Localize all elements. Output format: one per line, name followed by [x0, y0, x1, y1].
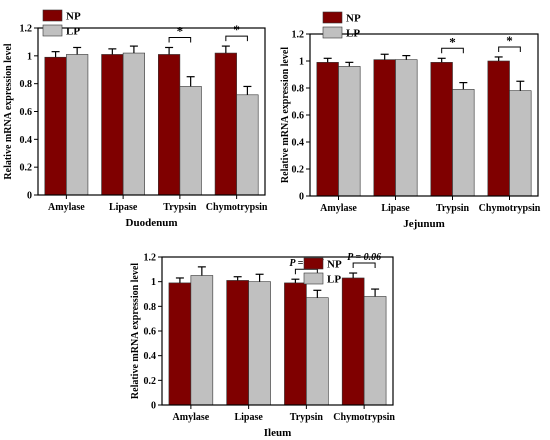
significance-bracket — [225, 35, 248, 42]
bar-np-chymotrypsin — [341, 277, 365, 406]
chart-panel-duodenum: 0 0.2 0.4 0.6 0.8 1 1.2 Amylase Lipase Trypsin Chy… — [3, 9, 268, 229]
legend-swatch-np — [42, 9, 63, 22]
y-tick-label: 0.6 — [20, 107, 33, 118]
legend-label-np: NP — [66, 11, 81, 23]
bar-lp-amylase — [190, 275, 214, 406]
y-tick-label: 0.8 — [144, 302, 157, 313]
legend-label-lp: LP — [327, 274, 341, 286]
legend-label-np: NP — [346, 13, 361, 25]
legend-label-lp: LP — [346, 28, 360, 40]
bar-lp-chymotrypsin — [509, 90, 532, 197]
significance-label: * — [233, 22, 240, 37]
bar-lp-trypsin — [306, 297, 329, 406]
panel-title: Jejunum — [403, 218, 445, 230]
x-tick-label: Chymotrypsin — [206, 202, 268, 213]
bar-lp-chymotrypsin — [236, 94, 259, 196]
y-tick-label: 0 — [151, 401, 156, 412]
y-axis-label: Relative mRNA expression level — [130, 263, 141, 399]
y-tick-label: 0.2 — [292, 165, 305, 176]
x-tick-label: Lipase — [234, 412, 263, 423]
chart-panel-ileum: 0 0.2 0.4 0.6 0.8 1 1.2 Amylase Lipase Trypsin Chy… — [130, 252, 395, 439]
bar-np-lipase — [101, 54, 124, 196]
x-tick-label: Trypsin — [290, 412, 324, 423]
x-tick-label: Chymotrypsin — [479, 203, 541, 214]
bar-lp-lipase — [395, 59, 418, 197]
bar-np-amylase — [316, 62, 339, 197]
x-tick-label: Amylase — [48, 202, 85, 213]
y-tick-label: 1 — [299, 57, 304, 68]
bar-lp-trypsin — [452, 89, 475, 197]
bar-lp-trypsin — [179, 86, 202, 196]
significance-label: * — [506, 33, 513, 48]
legend-swatch-np — [303, 257, 324, 270]
significance-bracket — [168, 36, 192, 43]
significance-bracket — [441, 47, 464, 54]
axes-frame — [161, 256, 394, 406]
bar-np-chymotrypsin — [487, 60, 510, 197]
x-tick-label: Lipase — [109, 202, 138, 213]
y-tick-label: 0.2 — [20, 163, 33, 174]
panel-title: Duodenum — [126, 217, 178, 229]
y-tick-label: 1 — [151, 277, 156, 288]
significance-bracket — [498, 46, 521, 52]
x-tick-label: Lipase — [381, 203, 410, 214]
legend-label-lp: LP — [66, 26, 80, 38]
panel-title: Ileum — [264, 427, 292, 439]
x-tick-label: Trypsin — [436, 203, 470, 214]
chart-panel-jejunum: 0 0.2 0.4 0.6 0.8 1 1.2 Amylase Lipase Trypsin Chy… — [280, 11, 541, 230]
x-tick-label: Chymotrypsin — [333, 412, 395, 423]
bar-np-chymotrypsin — [214, 52, 237, 196]
significance-label: * — [449, 34, 456, 49]
y-tick-label: 0.8 — [20, 79, 33, 90]
bar-lp-amylase — [338, 66, 361, 197]
y-tick-label: 0.8 — [292, 84, 305, 95]
axes-frame — [309, 33, 539, 197]
axes-frame — [37, 27, 266, 196]
legend-swatch-np — [322, 11, 343, 24]
y-tick-label: 1.2 — [292, 30, 305, 41]
bar-np-trypsin — [284, 282, 307, 406]
y-tick-label: 0 — [299, 192, 304, 203]
x-tick-label: Amylase — [320, 203, 357, 214]
y-tick-label: 0.4 — [20, 135, 33, 146]
legend-label-np: NP — [327, 259, 342, 271]
y-tick-label: 0.4 — [144, 351, 157, 362]
bar-np-lipase — [373, 59, 396, 197]
y-tick-label: 0.2 — [144, 376, 157, 387]
bar-lp-lipase — [122, 52, 145, 196]
y-tick-label: 1.2 — [144, 253, 157, 264]
bar-lp-lipase — [248, 281, 271, 406]
y-tick-label: 0.6 — [144, 327, 157, 338]
significance-bracket — [352, 262, 376, 269]
y-tick-label: 1 — [27, 51, 32, 62]
bar-np-lipase — [226, 280, 249, 406]
legend-swatch-lp — [42, 24, 63, 37]
y-axis-label: Relative mRNA expression level — [3, 43, 14, 179]
bar-lp-chymotrypsin — [363, 296, 387, 406]
legend-swatch-lp — [303, 272, 324, 285]
bar-np-amylase — [44, 56, 67, 196]
y-tick-label: 0 — [27, 191, 32, 202]
bar-np-amylase — [168, 282, 192, 406]
y-tick-label: 0.4 — [292, 138, 305, 149]
bar-lp-amylase — [66, 54, 89, 196]
bar-np-trypsin — [158, 54, 181, 196]
bar-np-trypsin — [430, 62, 453, 197]
y-axis-label: Relative mRNA expression level — [280, 47, 291, 183]
significance-label: * — [177, 23, 184, 38]
y-tick-label: 0.6 — [292, 111, 305, 122]
x-tick-label: Amylase — [173, 412, 210, 423]
x-tick-label: Trypsin — [163, 202, 197, 213]
legend-swatch-lp — [322, 26, 343, 39]
y-tick-label: 1.2 — [20, 24, 33, 35]
